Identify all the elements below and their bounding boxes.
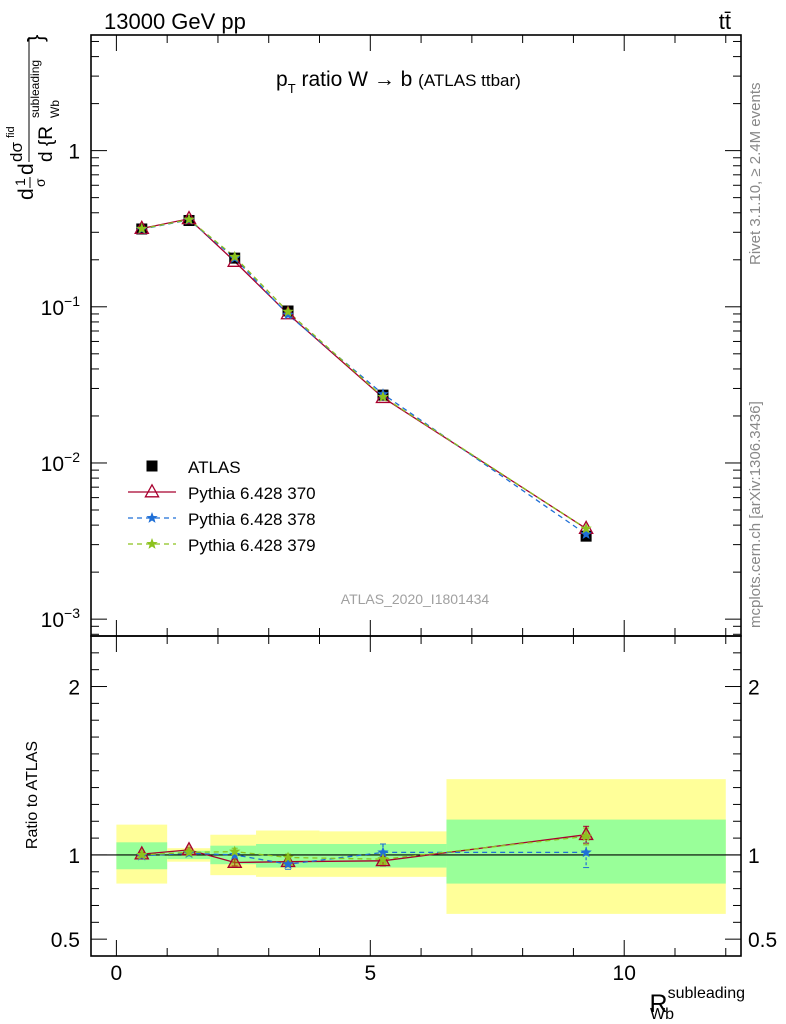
x-tick-label: 5 [364, 962, 376, 985]
energy-label: 13000 GeV pp [104, 9, 246, 34]
legend-marker-1 [144, 483, 160, 498]
main-point-s2-5 [580, 528, 592, 540]
ylabel-one: 1 [12, 178, 28, 186]
mcplots-label: mcplots.cern.ch [arXiv:1306.3436] [747, 401, 764, 628]
main-point-s3-0 [136, 222, 148, 234]
ylabel-d2: d [15, 163, 38, 175]
ratio-panel: 0.5 0.5 1 1 2 2 0 5 10 Ratio to ATLAS Rsubleadin… [24, 635, 777, 1023]
title-small: (ATLAS ttbar) [418, 71, 521, 90]
x-tick-label: 0 [111, 962, 123, 985]
ylabel-dsigma: dσ [7, 142, 26, 162]
side-labels: Rivet 3.1.10, ≥ 2.4M events mcplots.cern… [747, 83, 764, 629]
ratio-y-tick-label-left: 0.5 [51, 929, 80, 952]
ratio-line-1 [141, 851, 587, 865]
legend-marker-2 [146, 512, 158, 523]
xlabel-sub: Wb [650, 1006, 674, 1023]
main-y-tick-label: 10−2 [41, 449, 81, 476]
ratio-line-0 [141, 834, 587, 864]
ratio-point-s1-5 [580, 846, 592, 858]
main-y-tick-labels: 10−3 10−2 10−1 1 [41, 141, 81, 633]
process-label: tt̄ [719, 9, 731, 34]
title-p: p [276, 68, 288, 91]
main-title: pT ratio W → b (ATLAS ttbar) [276, 68, 521, 96]
ratio-point-s2-3 [282, 851, 294, 863]
ratio-tick-labels: 0.5 0.5 1 1 2 2 0 5 10 [51, 677, 777, 985]
xlabel-sup: subleading [668, 985, 745, 1002]
main-y-tick-label: 1 [68, 141, 80, 164]
ratio-line-2 [141, 835, 587, 860]
ratio-y-tick-label-right: 1 [748, 845, 760, 868]
ylabel-sub: Wb [48, 100, 62, 118]
legend-label-3: Pythia 6.428 379 [188, 536, 316, 555]
ratio-point-s1-2 [229, 848, 241, 860]
main-panel: 10−3 10−2 10−1 1 pT ratio W → b (ATLAS ttba… [5, 34, 742, 637]
ratio-point-s1-3 [282, 858, 294, 870]
legend-marker-3 [146, 538, 158, 549]
main-point-s1-2 [227, 252, 243, 267]
main-y-label: d 1 σ d dσ fid d {R subleading Wb } [5, 35, 62, 200]
main-point-s3-2 [229, 250, 241, 262]
x-tick-label: 10 [613, 962, 636, 985]
ratio-y-label: Ratio to ATLAS [24, 741, 41, 849]
legend-label-2: Pythia 6.428 378 [188, 510, 316, 529]
ratio-point-s2-2 [229, 845, 241, 857]
main-point-s3-3 [282, 305, 294, 317]
ratio-y-tick-label-left: 2 [68, 677, 80, 700]
ratio-point-s2-0 [136, 848, 148, 860]
ylabel-close: } [23, 35, 48, 42]
main-axis-ticks [91, 35, 741, 636]
ylabel-denom: d {R [36, 126, 57, 162]
legend-marker-0 [146, 460, 158, 472]
ratio-point-s2-4 [377, 853, 389, 865]
main-point-s3-1 [183, 213, 195, 225]
legend-label-1: Pythia 6.428 370 [188, 484, 316, 503]
ratio-point-s0-2 [227, 853, 243, 868]
ylabel-sigma: σ [32, 178, 48, 187]
title-sub: T [288, 81, 296, 96]
xlabel-main: R [650, 990, 668, 1018]
ratio-y-tick-label-right: 0.5 [748, 929, 777, 952]
ratio-series-markers [134, 826, 594, 870]
ratio-point-s2-5 [580, 830, 592, 842]
main-y-tick-label: 10−3 [41, 605, 81, 632]
ylabel-d1: d [15, 188, 38, 200]
ratio-point-s2-1 [183, 846, 195, 858]
ratio-point-s1-4 [377, 846, 389, 858]
main-line-3 [141, 218, 587, 530]
main-point-s3-4 [377, 390, 389, 402]
watermark: ATLAS_2020_I1801434 [341, 591, 490, 607]
ratio-axis-ticks [91, 635, 741, 957]
ratio-frame [90, 635, 742, 957]
main-point-s3-5 [580, 522, 592, 534]
title-rest: ratio W → b [296, 68, 419, 91]
x-axis-label: Rsubleading [650, 985, 745, 1018]
main-series-lines [141, 218, 587, 535]
ylabel-fid: fid [5, 126, 17, 138]
legend: ATLAS Pythia 6.428 370 Pythia 6.428 378 Pyt… [128, 458, 316, 555]
ylabel-sup: subleading [28, 60, 42, 118]
rivet-label: Rivet 3.1.10, ≥ 2.4M events [747, 83, 764, 266]
legend-label-0: ATLAS [188, 458, 241, 477]
main-series-markers [134, 210, 594, 542]
main-line-1 [141, 218, 587, 530]
ratio-y-tick-label-right: 2 [748, 677, 760, 700]
ratio-y-tick-label-left: 1 [68, 845, 80, 868]
main-y-tick-label: 10−1 [41, 293, 81, 320]
